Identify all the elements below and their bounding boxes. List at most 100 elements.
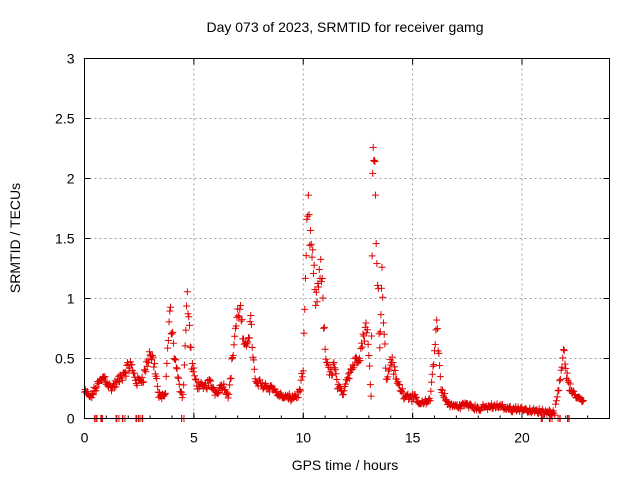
data-point: [348, 366, 356, 374]
data-point: [302, 252, 310, 260]
data-point: [223, 389, 231, 397]
data-point: [139, 379, 147, 387]
data-point: [296, 385, 304, 393]
chart-title: Day 073 of 2023, SRMTID for receiver gam…: [206, 19, 483, 35]
data-point: [150, 363, 158, 371]
data-point: [321, 345, 329, 353]
data-point: [231, 332, 239, 340]
data-point: [364, 340, 372, 348]
data-point: [206, 376, 214, 384]
data-point: [301, 305, 309, 313]
data-point: [214, 390, 222, 398]
data-point: [360, 332, 368, 340]
data-point: [237, 317, 245, 325]
data-point: [433, 325, 441, 333]
data-point: [331, 366, 339, 374]
data-point: [304, 191, 312, 199]
data-point: [247, 320, 255, 328]
data-point: [309, 246, 317, 254]
data-point: [310, 261, 318, 269]
data-point: [333, 375, 341, 383]
data-point: [94, 379, 102, 387]
data-point: [213, 389, 221, 397]
data-point: [171, 355, 179, 363]
data-point: [436, 362, 444, 370]
data-point: [145, 359, 153, 367]
data-point: [559, 354, 567, 362]
data-point: [340, 387, 348, 395]
x-tick-label: 0: [81, 430, 89, 446]
data-point: [112, 383, 120, 391]
data-point: [299, 367, 307, 375]
data-point: [366, 381, 374, 389]
data-point: [315, 283, 323, 291]
data-point: [361, 337, 368, 345]
data-point: [92, 387, 100, 395]
x-tick-label: 15: [405, 430, 421, 446]
data-point: [435, 349, 443, 357]
data-point: [565, 378, 573, 386]
data-point: [166, 307, 174, 315]
data-point: [225, 390, 233, 398]
data-point: [556, 377, 564, 385]
data-point: [181, 342, 189, 350]
data-point: [412, 393, 420, 401]
data-point: [175, 374, 183, 382]
data-point: [216, 381, 224, 389]
data-point: [228, 355, 236, 363]
data-point: [561, 360, 569, 368]
data-point: [436, 373, 444, 381]
data-point: [579, 397, 587, 405]
data-point: [359, 330, 367, 338]
y-axis-label: SRMTID / TECUs: [7, 183, 23, 293]
data-point: [140, 378, 148, 386]
data-point: [164, 344, 172, 352]
data-point: [344, 370, 352, 378]
data-point: [174, 373, 182, 381]
data-point: [329, 360, 337, 368]
data-point: [248, 343, 256, 351]
data-point: [238, 315, 246, 323]
data-point: [558, 363, 566, 371]
data-point: [357, 345, 365, 353]
data-point: [344, 374, 352, 382]
data-point: [175, 380, 183, 388]
data-point: [320, 323, 328, 331]
data-point: [169, 339, 177, 347]
data-point: [230, 341, 238, 349]
data-point: [224, 394, 232, 402]
data-point: [381, 340, 389, 348]
data-point: [431, 341, 439, 349]
data-point: [287, 397, 295, 405]
data-point: [130, 369, 138, 377]
data-point: [250, 356, 258, 364]
data-point: [563, 369, 571, 377]
data-point: [151, 360, 158, 368]
data-point: [347, 365, 355, 373]
data-point: [370, 156, 378, 164]
data-point: [277, 389, 285, 397]
data-point: [427, 387, 435, 395]
data-point: [366, 362, 374, 370]
data-point: [101, 372, 109, 380]
data-point: [312, 301, 320, 309]
data-point: [555, 386, 563, 394]
data-point: [188, 360, 196, 368]
data-point: [562, 364, 570, 372]
data-point: [161, 391, 169, 399]
data-point: [183, 302, 191, 310]
data-point: [377, 284, 385, 292]
data-point: [143, 362, 151, 370]
data-point: [328, 371, 336, 379]
data-point: [113, 378, 121, 386]
data-point: [557, 366, 565, 374]
data-point: [189, 368, 197, 376]
data-point: [376, 344, 384, 352]
data-point: [239, 335, 247, 343]
data-point: [552, 400, 560, 408]
data-point: [138, 373, 146, 381]
data-point: [371, 191, 379, 199]
data-point: [391, 367, 399, 375]
data-point: [173, 365, 181, 373]
